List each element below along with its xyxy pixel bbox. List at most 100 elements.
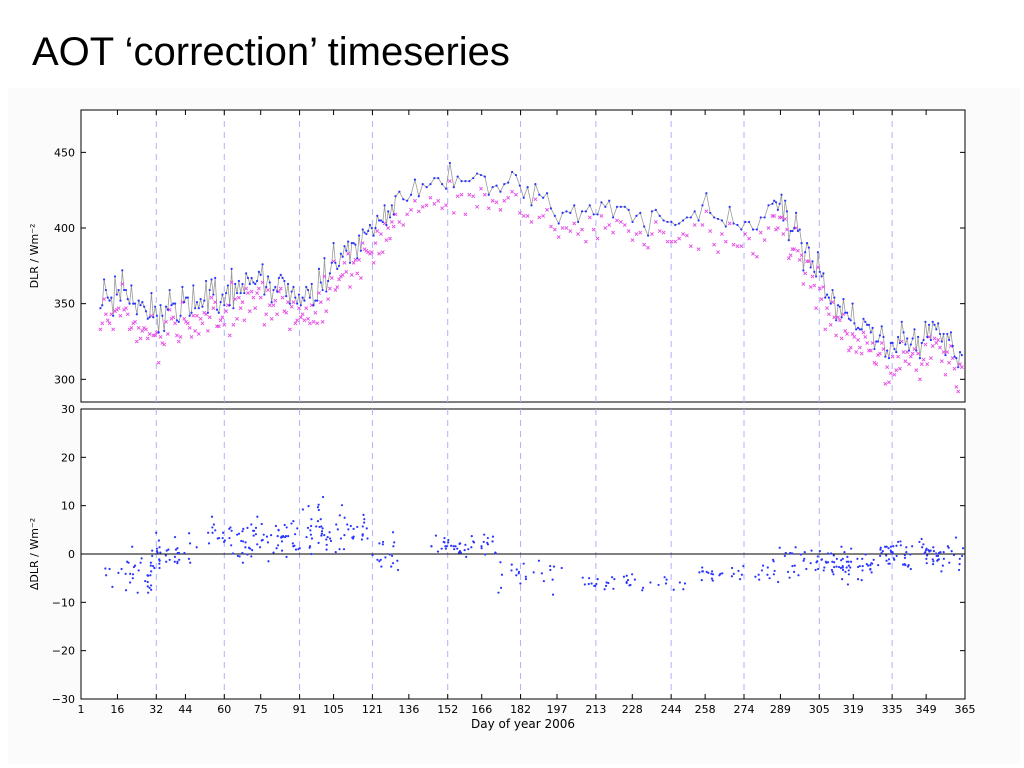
bottom-dot-point	[657, 583, 660, 587]
bottom-dot-point	[700, 579, 703, 582]
top-cross-point	[892, 372, 897, 377]
top-cross-point	[103, 312, 108, 317]
top-dot-point	[577, 220, 580, 224]
bottom-dot-point	[903, 556, 907, 559]
bottom-dot-point	[816, 560, 819, 563]
top-cross-point	[603, 226, 608, 230]
bottom-dot-point	[207, 542, 211, 545]
top-cross-point	[848, 345, 853, 350]
bottom-dot-point	[845, 560, 848, 563]
top-cross-point	[792, 247, 797, 252]
bottom-dot-point	[173, 560, 176, 563]
bottom-dot-point	[710, 572, 713, 575]
top-cross-point	[948, 344, 953, 348]
bottom-dot-point	[158, 566, 161, 570]
bottom-dot-point	[104, 567, 107, 570]
bottom-dot-point	[826, 561, 830, 564]
bottom-dot-point	[470, 546, 473, 549]
bottom-dot-point	[320, 530, 324, 533]
top-dot-point	[425, 186, 428, 189]
bottom-dot-point	[391, 531, 395, 534]
top-cross-point	[379, 232, 383, 236]
bottom-dot-point	[816, 567, 820, 571]
bottom-dot-point	[879, 554, 882, 558]
top-cross-point	[371, 260, 376, 265]
top-dot-point	[139, 304, 142, 307]
bottom-dot-point	[957, 568, 961, 572]
top-dot-point	[203, 299, 206, 302]
top-cross-point	[401, 223, 406, 227]
bottom-dot-point	[905, 550, 908, 554]
top-cross-point	[413, 198, 417, 203]
top-dot-point	[942, 332, 945, 336]
bottom-dot-point	[254, 526, 258, 529]
bottom-dot-point	[352, 537, 355, 540]
bottom-dot-point	[396, 559, 399, 562]
bottom-dot-point	[117, 571, 120, 574]
top-dot-point	[290, 290, 293, 293]
top-cross-point	[945, 350, 950, 354]
top-cross-point	[677, 236, 682, 241]
top-cross-point	[863, 335, 868, 339]
top-cross-point	[297, 306, 301, 311]
top-dot-point	[838, 305, 841, 308]
bottom-dot-point	[287, 535, 290, 538]
bottom-dot-point	[321, 495, 325, 499]
bottom-dot-point	[342, 548, 346, 551]
bottom-dot-point	[883, 545, 887, 548]
bottom-dot-point	[146, 585, 149, 588]
top-dot-point	[448, 161, 451, 165]
bottom-dot-point	[155, 531, 158, 534]
top-cross-point	[779, 215, 784, 220]
top-dot-point	[845, 311, 849, 314]
top-dot-point	[900, 320, 903, 323]
bottom-dot-point	[768, 577, 771, 580]
top-dot-point	[836, 304, 840, 307]
bottom-dot-point	[960, 554, 964, 558]
bottom-dot-point	[784, 551, 787, 555]
top-cross-point	[576, 232, 581, 236]
top-cross-point	[785, 227, 789, 232]
bottom-dot-point	[261, 538, 264, 542]
top-dot-point	[479, 173, 483, 177]
top-dot-point	[413, 178, 417, 181]
top-dot-point	[917, 335, 920, 339]
top-cross-point	[293, 321, 298, 326]
bottom-dot-point	[935, 554, 938, 558]
bottom-dot-point	[549, 564, 552, 568]
top-cross-point	[870, 341, 875, 345]
top-dot-point	[584, 210, 588, 213]
top-dot-point	[325, 290, 328, 293]
top-dot-point	[773, 199, 776, 202]
top-dot-point	[283, 279, 286, 283]
bottom-dot-point	[793, 564, 796, 567]
bottom-dot-point	[155, 550, 159, 553]
top-ytick-label: 350	[54, 298, 75, 311]
bottom-dot-point	[319, 518, 322, 521]
top-cross-point	[185, 321, 190, 326]
top-dot-point	[542, 196, 545, 199]
bottom-dot-point	[757, 573, 760, 576]
top-cross-point	[380, 250, 385, 255]
top-dot-point	[274, 285, 277, 289]
top-dot-point	[802, 269, 805, 272]
top-cross-point	[256, 286, 261, 291]
bottom-dot-point	[338, 548, 341, 551]
bottom-dot-point	[254, 533, 258, 536]
top-dot-point	[755, 228, 758, 231]
top-dot-point	[909, 343, 912, 346]
bottom-dot-point	[497, 591, 500, 594]
top-cross-point	[220, 315, 225, 320]
top-dot-point	[929, 338, 932, 342]
top-cross-point	[335, 285, 340, 289]
bottom-dot-point	[329, 539, 333, 543]
top-cross-point	[868, 348, 873, 353]
top-cross-point	[938, 345, 942, 350]
bottom-dot-point	[231, 552, 235, 555]
bottom-dot-point	[309, 529, 312, 532]
top-dot-point	[875, 340, 878, 343]
top-dot-point	[130, 284, 133, 287]
bottom-dot-point	[272, 551, 275, 554]
bottom-dot-point	[318, 525, 321, 529]
top-dot-point	[864, 320, 867, 323]
